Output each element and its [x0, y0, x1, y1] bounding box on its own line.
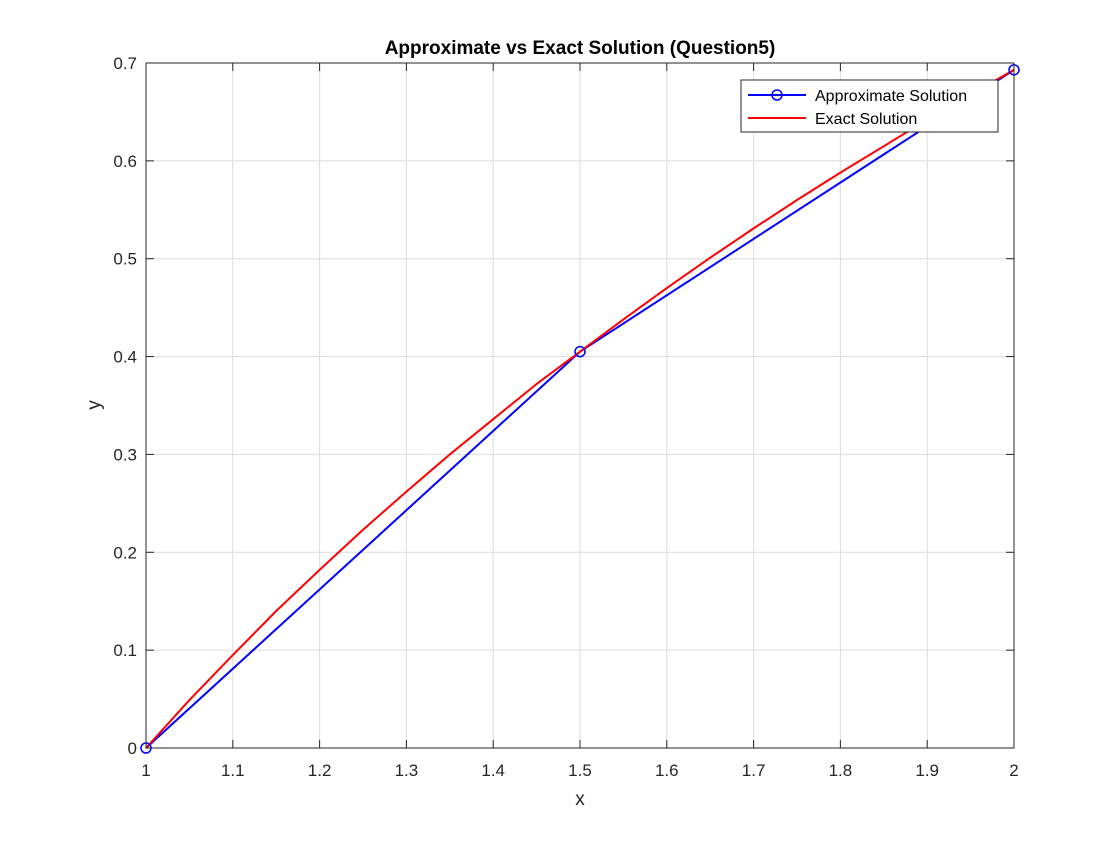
x-tick-label: 2 [1009, 761, 1018, 780]
x-tick-label: 1.5 [568, 761, 592, 780]
x-tick-label: 1.7 [742, 761, 766, 780]
x-tick-label: 1.3 [395, 761, 419, 780]
chart-title: Approximate vs Exact Solution (Question5… [385, 38, 776, 59]
series-line-exact-solution [145, 68, 1015, 749]
tick-labels: 1 1.1 1.2 1.3 1.4 1.5 1.6 1.7 1.8 1.9 2 0 0.1 0.2 0.3 0… [113, 54, 1018, 780]
data-point-approximate-solution [574, 345, 586, 358]
legend-label-exact: Exact Solution [815, 111, 917, 128]
x-axis-label: x [575, 789, 585, 810]
x-tick-label: 1.1 [221, 761, 245, 780]
y-tick-label: 0 [128, 739, 137, 758]
legend-box [740, 79, 999, 133]
x-tick-label: 1.4 [481, 761, 505, 780]
tick-marks [145, 62, 1015, 749]
x-tick-label: 1.2 [308, 761, 332, 780]
y-tick-label: 0.4 [113, 348, 137, 367]
x-tick-label: 1.9 [915, 761, 939, 780]
legend: Approximate Solution Exact Solution [740, 79, 999, 133]
legend-label-approximate: Approximate Solution [815, 88, 967, 105]
x-tick-label: 1 [141, 761, 150, 780]
y-tick-label: 0.5 [113, 250, 137, 269]
y-tick-label: 0.7 [113, 54, 137, 73]
x-tick-label: 1.8 [829, 761, 853, 780]
legend-marker-approximate [771, 89, 783, 101]
y-tick-label: 0.2 [113, 543, 137, 562]
x-tick-label: 1.6 [655, 761, 679, 780]
y-axis-label: y [84, 400, 105, 410]
y-tick-label: 0.1 [113, 641, 137, 660]
y-tick-label: 0.3 [113, 445, 137, 464]
y-tick-label: 0.6 [113, 152, 137, 171]
